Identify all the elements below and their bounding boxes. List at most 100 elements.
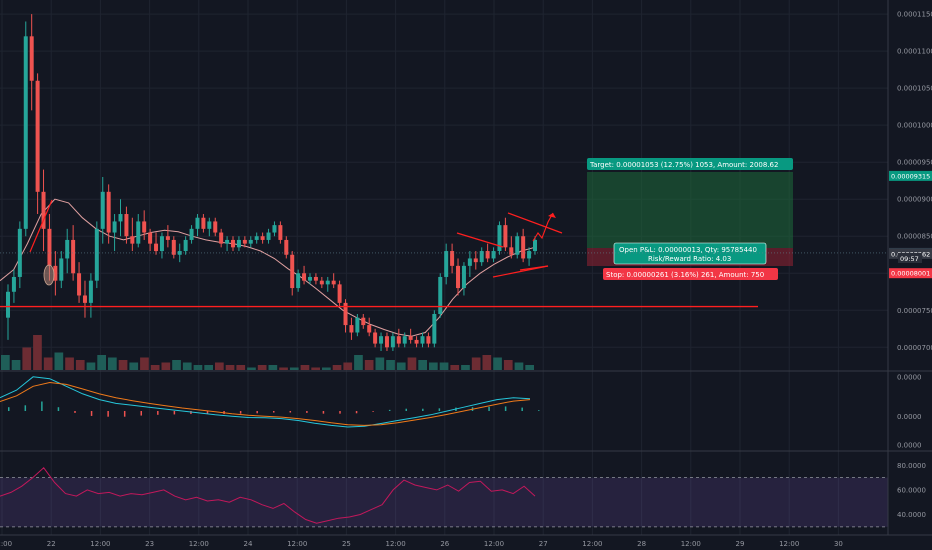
triangle-upper-line[interactable] — [456, 232, 504, 248]
macd-histogram-bar — [289, 411, 292, 413]
candle-body — [82, 295, 87, 303]
volume-bar — [300, 365, 310, 370]
time-tick-label: 28 — [637, 540, 646, 548]
macd-histogram-bar — [422, 408, 424, 411]
volume-bar — [482, 355, 492, 370]
time-tick-label: 12:00 — [0, 540, 12, 548]
candle-body — [319, 280, 324, 285]
candle-body — [65, 239, 70, 259]
candle-body — [467, 258, 472, 266]
candle-body — [284, 239, 289, 255]
candle-body — [367, 325, 372, 333]
moving-average-line — [0, 198, 536, 337]
candle-body — [432, 313, 437, 344]
macd-histogram-bar — [239, 411, 242, 414]
candle-body — [254, 236, 259, 240]
volume-bar — [525, 365, 534, 370]
macd-tick-label: 0.0000 — [897, 413, 922, 421]
countdown-box — [898, 253, 922, 263]
volume-bar — [182, 362, 192, 370]
candle-body — [461, 265, 466, 289]
volume-bar — [268, 365, 278, 370]
time-axis[interactable]: 12:00 22 12:00 23 12:00 24 12:00 25 12:00 26 12:00… — [0, 540, 843, 548]
rsi-tick-label: 40.0000 — [897, 511, 926, 519]
candle-body — [41, 191, 46, 229]
candle-body — [408, 336, 413, 340]
candle-body — [373, 332, 378, 344]
volume-bar — [439, 362, 449, 370]
drawings[interactable] — [0, 199, 888, 308]
candle-body — [118, 214, 123, 222]
volume-bar — [215, 362, 224, 370]
price-tick-label: 0.00007500 — [897, 307, 932, 315]
rsi-line — [0, 467, 536, 524]
candle-body — [533, 239, 537, 252]
candle-body — [343, 302, 348, 326]
macd-indicator — [0, 376, 540, 428]
candle-body — [225, 239, 230, 244]
candle-body — [201, 217, 206, 229]
price-tick-label: 0.00008500 — [897, 233, 932, 241]
candle-body — [195, 217, 200, 229]
candle-body — [242, 239, 247, 244]
rsi-tick-label: 80.0000 — [897, 462, 926, 470]
candle-body — [71, 239, 76, 274]
profit-zone[interactable] — [587, 172, 793, 248]
candle-body — [296, 273, 301, 289]
target-label-box — [587, 158, 793, 170]
volume-bar — [97, 355, 106, 370]
volume-bar — [204, 365, 213, 370]
candle-body — [6, 291, 10, 318]
volume-bar — [311, 367, 320, 370]
volume-bar — [65, 357, 74, 370]
macd-histogram-bar — [57, 407, 60, 411]
time-tick-label: 26 — [440, 540, 449, 548]
macd-histogram-bar — [173, 411, 176, 415]
candle-body — [189, 228, 194, 240]
open-pnl-box — [613, 242, 767, 265]
highlight-ellipse[interactable] — [43, 264, 55, 286]
candle-body — [325, 280, 330, 285]
candle-body — [272, 225, 277, 233]
candle-body — [165, 236, 170, 240]
volume-bar — [279, 367, 288, 370]
candle-body — [396, 336, 401, 344]
price-tick-label: 0.00009500 — [897, 159, 932, 167]
candle-body — [302, 273, 307, 281]
target-label: Target: 0.00001053 (12.75%) 1053, Amount… — [589, 161, 778, 169]
candle-body — [503, 225, 508, 248]
candle-body — [231, 239, 236, 248]
macd-histogram-bar — [157, 411, 159, 415]
volume-bar — [450, 365, 460, 370]
candle-body — [361, 317, 366, 326]
candle-body — [497, 225, 502, 252]
candle-body — [456, 265, 461, 289]
candle-body — [59, 258, 64, 281]
candle-body — [349, 325, 354, 333]
candle-body — [23, 36, 28, 229]
macd-histogram-bar — [339, 411, 341, 414]
candle-body — [106, 191, 111, 233]
candle-body — [142, 221, 147, 233]
time-tick-label: 29 — [736, 540, 745, 548]
candle-body — [159, 236, 164, 252]
trend-line-left[interactable] — [29, 199, 53, 253]
long-position-tool[interactable]: Target: 0.00001053 (12.75%) 1053, Amount… — [587, 158, 793, 280]
projection-arrow-path[interactable] — [532, 212, 554, 242]
candle-body — [444, 251, 449, 277]
macd-tick-label: 0.0000 — [897, 442, 922, 450]
time-tick-label: 12:00 — [484, 540, 504, 548]
wedge-lower-line[interactable] — [519, 265, 549, 271]
countdown-label: 09:57 — [900, 255, 919, 263]
macd-histogram-bar — [123, 411, 126, 417]
volume-bar — [193, 365, 203, 370]
candle-body — [236, 239, 241, 248]
candle-body — [130, 236, 135, 244]
price-tag-label: 0.00008001 — [891, 270, 930, 278]
candle-body — [355, 317, 360, 333]
wedge-upper-line[interactable] — [507, 212, 563, 234]
candle-body — [94, 228, 99, 281]
volume-bar — [332, 365, 342, 370]
